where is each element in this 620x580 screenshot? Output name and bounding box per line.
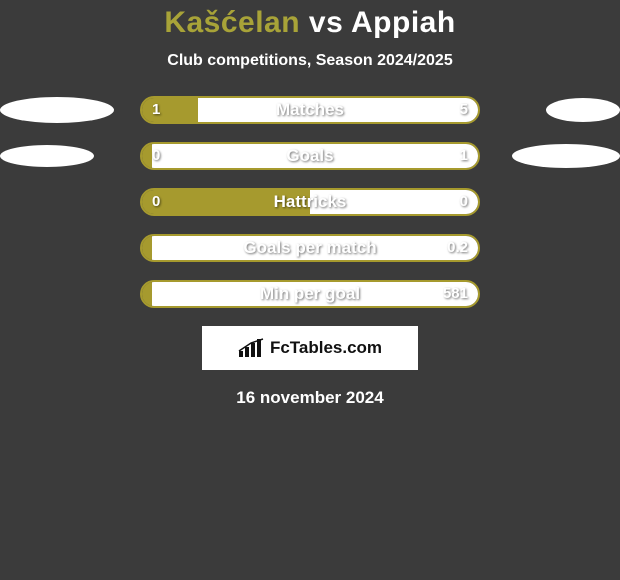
date-label: 16 november 2024 — [0, 388, 620, 408]
brand-chart-icon — [238, 338, 264, 358]
stat-bar-right-fill — [152, 282, 478, 306]
subtitle: Club competitions, Season 2024/2025 — [0, 52, 620, 70]
stat-bar-right-fill — [152, 144, 478, 168]
stat-row: Min per goal581 — [0, 280, 620, 308]
right-ellipse — [546, 98, 620, 122]
left-ellipse — [0, 97, 114, 123]
right-ellipse — [512, 144, 620, 168]
player2-name: Appiah — [351, 6, 456, 39]
player1-name: Kašćelan — [164, 6, 300, 39]
brand-box: FcTables.com — [202, 326, 418, 370]
stat-bar — [140, 96, 480, 124]
stat-bar — [140, 234, 480, 262]
stat-bar — [140, 142, 480, 170]
stat-bar-right-fill — [152, 236, 478, 260]
stat-bar-left-fill — [142, 282, 152, 306]
stat-row: Hattricks00 — [0, 188, 620, 216]
stat-bar — [140, 280, 480, 308]
page-title: Kašćelan vs Appiah — [0, 0, 620, 40]
stat-bar-right-fill — [198, 98, 478, 122]
stat-bar-right-fill — [310, 190, 478, 214]
stat-row: Matches15 — [0, 96, 620, 124]
stat-bar-left-fill — [142, 144, 152, 168]
stat-bar-left-fill — [142, 190, 310, 214]
vs-label: vs — [309, 6, 343, 39]
stat-row: Goals per match0.2 — [0, 234, 620, 262]
stat-bar-left-fill — [142, 236, 152, 260]
left-ellipse — [0, 145, 94, 167]
stat-bar-left-fill — [142, 98, 198, 122]
stat-row: Goals01 — [0, 142, 620, 170]
brand-text: FcTables.com — [270, 338, 382, 358]
stats-container: Matches15 Goals01 Hattricks00 Goals per mat… — [0, 96, 620, 308]
stat-bar — [140, 188, 480, 216]
